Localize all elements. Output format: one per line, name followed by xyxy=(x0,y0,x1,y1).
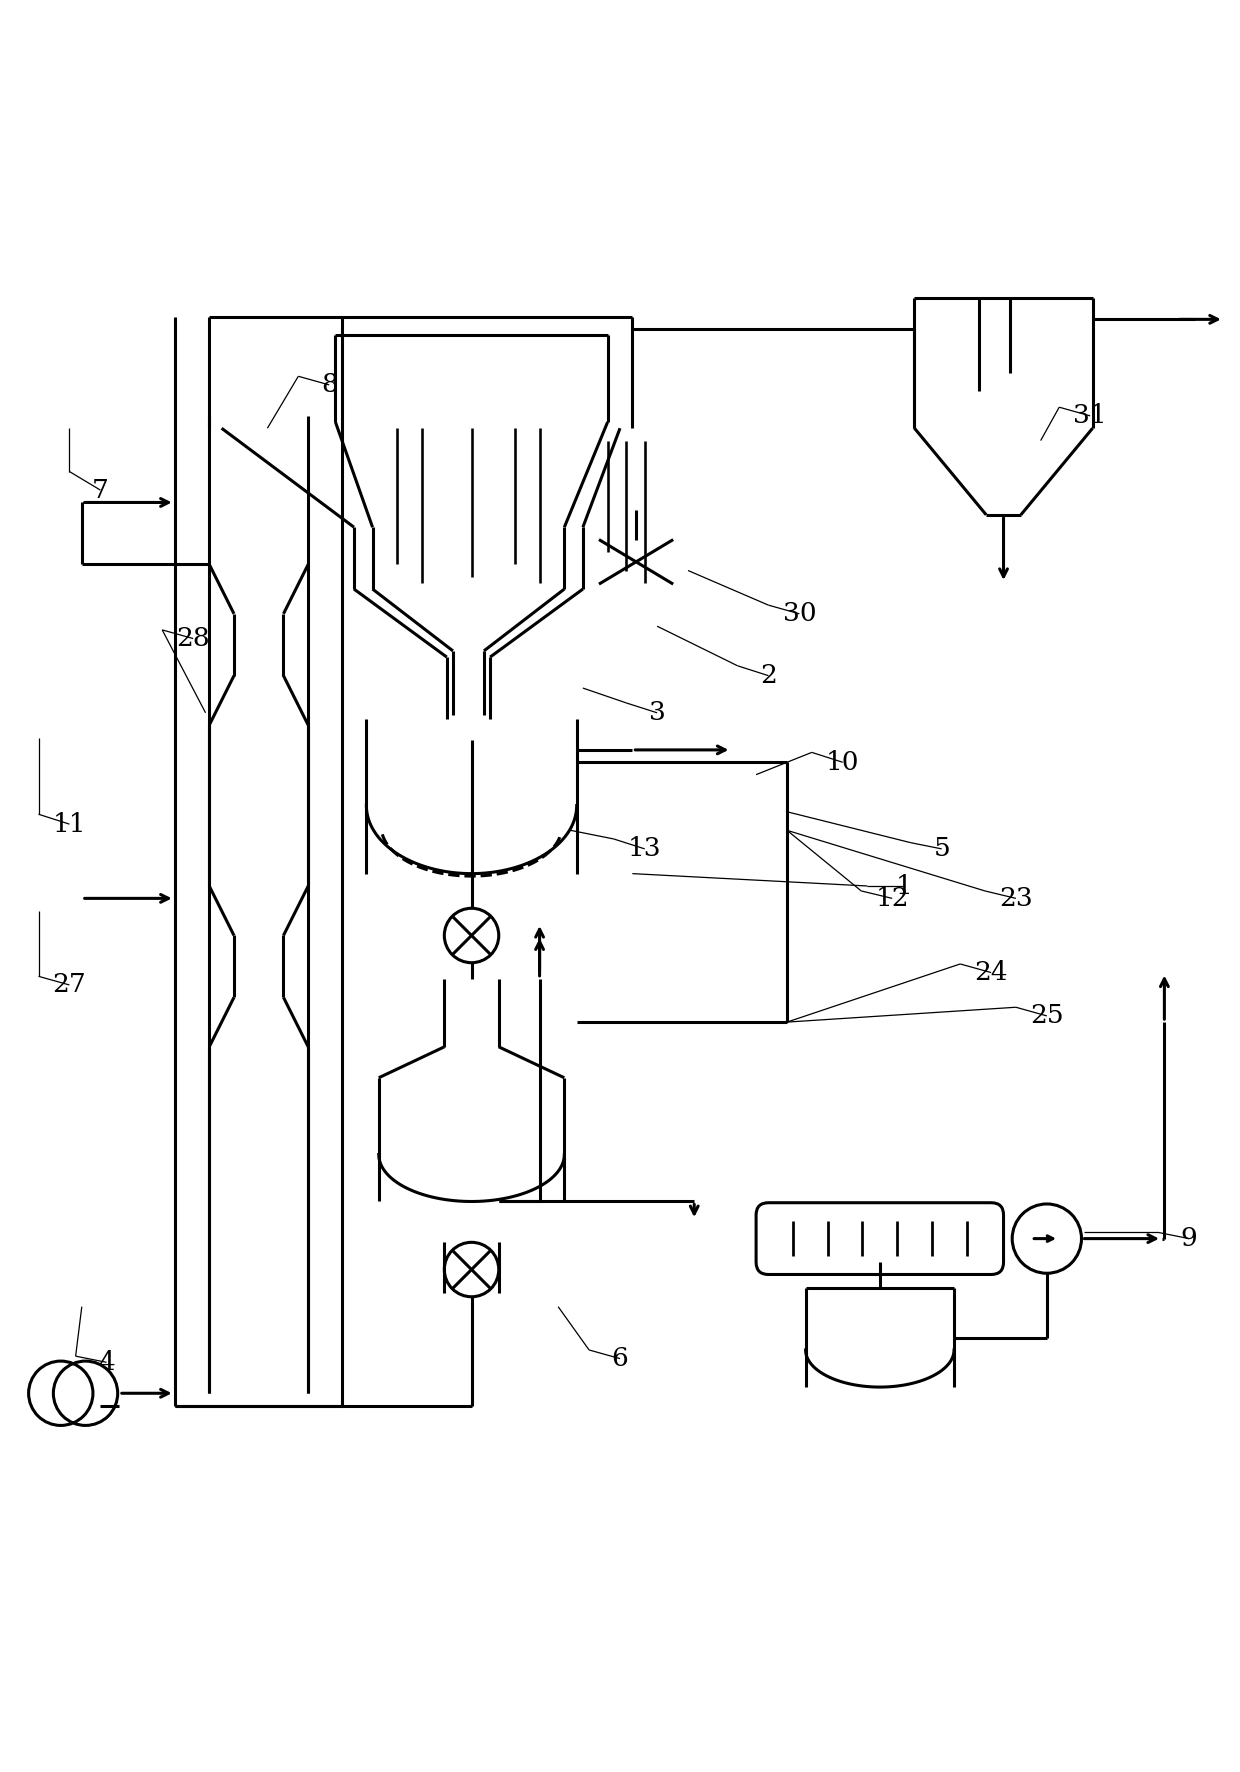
Text: 30: 30 xyxy=(782,601,816,626)
Text: 31: 31 xyxy=(1074,404,1107,429)
FancyBboxPatch shape xyxy=(756,1203,1003,1274)
Text: 24: 24 xyxy=(975,960,1008,985)
Text: 27: 27 xyxy=(52,973,87,998)
Text: 8: 8 xyxy=(321,372,337,397)
Text: 4: 4 xyxy=(98,1350,115,1375)
Text: 10: 10 xyxy=(826,750,859,774)
Text: 13: 13 xyxy=(627,836,662,861)
Text: 3: 3 xyxy=(649,700,666,725)
Text: 6: 6 xyxy=(611,1347,629,1372)
Text: 9: 9 xyxy=(1180,1226,1198,1251)
Text: 5: 5 xyxy=(934,836,950,861)
Text: 7: 7 xyxy=(92,478,109,503)
Text: 1: 1 xyxy=(897,874,913,898)
Text: 28: 28 xyxy=(176,626,210,650)
Text: 2: 2 xyxy=(760,663,777,688)
Text: 12: 12 xyxy=(875,886,909,911)
Text: 25: 25 xyxy=(1030,1003,1064,1028)
Text: 23: 23 xyxy=(999,886,1033,911)
Text: 11: 11 xyxy=(52,812,87,836)
